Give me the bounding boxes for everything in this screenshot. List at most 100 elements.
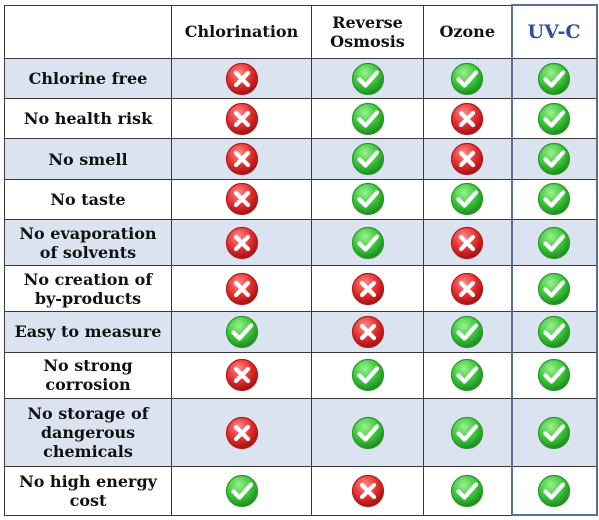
green-checkmark-icon: [351, 182, 385, 216]
cell-ozone: [423, 138, 512, 180]
table-row: No storage of dangerous chemicals: [4, 397, 598, 468]
green-checkmark-icon: [351, 226, 385, 260]
cell-chlorination: [171, 397, 312, 468]
cell-ozone: [423, 98, 512, 140]
red-x-icon: [225, 62, 259, 96]
green-checkmark-icon: [450, 182, 484, 216]
green-checkmark-icon: [537, 272, 571, 306]
red-x-icon: [351, 315, 385, 349]
column-header-chlorination: Chlorination: [171, 4, 312, 59]
cell-reverse-osmosis: [311, 57, 424, 100]
red-x-icon: [225, 142, 259, 176]
cell-uv-c: [510, 397, 598, 468]
cell-reverse-osmosis: [311, 265, 424, 313]
cell-chlorination: [171, 218, 312, 267]
cell-chlorination: [171, 178, 312, 220]
green-checkmark-icon: [537, 416, 571, 450]
row-label: No smell: [4, 138, 172, 180]
cell-chlorination: [171, 466, 312, 516]
green-checkmark-icon: [450, 315, 484, 349]
green-checkmark-icon: [225, 474, 259, 508]
cell-reverse-osmosis: [311, 138, 424, 180]
cell-reverse-osmosis: [311, 466, 424, 516]
column-header-reverse-osmosis: Reverse Osmosis: [311, 4, 424, 59]
green-checkmark-icon: [351, 102, 385, 136]
cell-reverse-osmosis: [311, 178, 424, 220]
table-row: No strong corrosion: [4, 351, 598, 399]
green-checkmark-icon: [351, 62, 385, 96]
green-checkmark-icon: [537, 315, 571, 349]
green-checkmark-icon: [450, 358, 484, 392]
cell-uv-c: [510, 311, 598, 353]
row-label: No health risk: [4, 98, 172, 140]
cell-uv-c: [510, 265, 598, 313]
green-checkmark-icon: [537, 226, 571, 260]
cell-reverse-osmosis: [311, 98, 424, 140]
green-checkmark-icon: [225, 315, 259, 349]
green-checkmark-icon: [537, 142, 571, 176]
row-label: No creation of by-products: [4, 265, 172, 313]
red-x-icon: [225, 272, 259, 306]
cell-chlorination: [171, 265, 312, 313]
green-checkmark-icon: [351, 358, 385, 392]
table-row: No creation of by-products: [4, 265, 598, 313]
green-checkmark-icon: [351, 416, 385, 450]
red-x-icon: [225, 358, 259, 392]
header-row: Chlorination Reverse Osmosis Ozone UV-C: [4, 4, 598, 59]
cell-chlorination: [171, 351, 312, 399]
red-x-icon: [225, 102, 259, 136]
green-checkmark-icon: [537, 474, 571, 508]
table-row: No evaporation of solvents: [4, 218, 598, 267]
cell-ozone: [423, 311, 512, 353]
cell-ozone: [423, 351, 512, 399]
red-x-icon: [450, 272, 484, 306]
green-checkmark-icon: [537, 102, 571, 136]
cell-uv-c: [510, 466, 598, 517]
cell-chlorination: [171, 311, 312, 353]
red-x-icon: [450, 142, 484, 176]
cell-uv-c: [510, 351, 598, 399]
green-checkmark-icon: [537, 62, 571, 96]
cell-ozone: [423, 218, 512, 267]
red-x-icon: [225, 416, 259, 450]
column-header-uv-c: UV-C: [510, 4, 598, 59]
row-label: No evaporation of solvents: [4, 218, 172, 267]
column-header-ozone: Ozone: [423, 4, 512, 59]
row-label: No strong corrosion: [4, 351, 172, 399]
green-checkmark-icon: [450, 62, 484, 96]
red-x-icon: [450, 226, 484, 260]
green-checkmark-icon: [450, 474, 484, 508]
cell-uv-c: [510, 57, 598, 100]
cell-ozone: [423, 466, 512, 516]
cell-chlorination: [171, 57, 312, 100]
cell-ozone: [423, 397, 512, 468]
cell-reverse-osmosis: [311, 311, 424, 353]
red-x-icon: [351, 272, 385, 306]
table-row: No high energy cost: [4, 466, 598, 517]
row-label: No storage of dangerous chemicals: [4, 397, 172, 468]
cell-chlorination: [171, 98, 312, 140]
corner-cell: [4, 4, 172, 59]
green-checkmark-icon: [537, 182, 571, 216]
red-x-icon: [450, 102, 484, 136]
cell-uv-c: [510, 138, 598, 180]
cell-reverse-osmosis: [311, 218, 424, 267]
cell-uv-c: [510, 218, 598, 267]
row-label: No high energy cost: [4, 466, 172, 516]
row-label: Chlorine free: [4, 57, 172, 100]
table-row: Chlorine free: [4, 57, 598, 100]
cell-ozone: [423, 265, 512, 313]
cell-reverse-osmosis: [311, 351, 424, 399]
cell-chlorination: [171, 138, 312, 180]
table-row: Easy to measure: [4, 311, 598, 353]
table-row: No taste: [4, 178, 598, 220]
red-x-icon: [351, 474, 385, 508]
cell-reverse-osmosis: [311, 397, 424, 468]
cell-ozone: [423, 178, 512, 220]
green-checkmark-icon: [450, 416, 484, 450]
water-treatment-comparison-table: Chlorination Reverse Osmosis Ozone UV-C …: [4, 4, 598, 517]
row-label: Easy to measure: [4, 311, 172, 353]
green-checkmark-icon: [537, 358, 571, 392]
green-checkmark-icon: [351, 142, 385, 176]
red-x-icon: [225, 226, 259, 260]
